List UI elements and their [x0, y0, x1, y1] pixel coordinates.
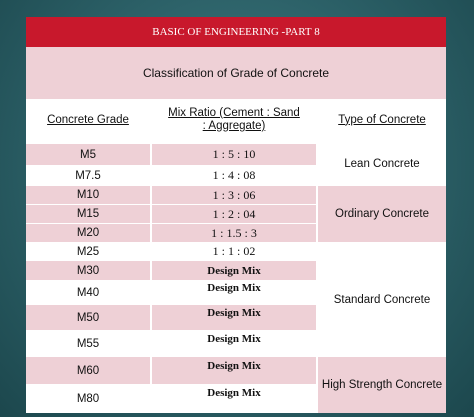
mix-ratio-cell: Design Mix — [152, 304, 316, 330]
type-cell-ordinary: Ordinary Concrete — [318, 185, 446, 242]
grade-cell: M60 — [26, 356, 150, 384]
mix-ratio-cell: Design Mix — [152, 330, 316, 356]
column-divider — [316, 141, 318, 413]
header-type-of-concrete: Type of Concrete — [318, 99, 446, 141]
grade-cell: M15 — [26, 204, 150, 223]
mix-ratio-cell: Design Mix — [152, 356, 316, 384]
concrete-grade-table: BASIC OF ENGINEERING -PART 8 Classificat… — [26, 17, 446, 413]
type-cell-lean: Lean Concrete — [318, 141, 446, 185]
grade-cell: M20 — [26, 223, 150, 242]
grade-cell: M30 — [26, 260, 150, 280]
type-label: Ordinary Concrete — [335, 208, 429, 220]
header-concrete-grade-label: Concrete Grade — [47, 113, 129, 126]
mix-ratio-cell: 1 : 1.5 : 3 — [152, 223, 316, 242]
grade-cell: M55 — [26, 330, 150, 356]
type-label: High Strength Concrete — [321, 379, 443, 391]
grade-cell: M10 — [26, 185, 150, 204]
grade-cell: M7.5 — [26, 165, 150, 185]
mix-ratio-cell: 1 : 1 : 02 — [152, 242, 316, 260]
type-label: Standard Concrete — [333, 293, 431, 306]
grade-cell: M50 — [26, 304, 150, 330]
header-type-label: Type of Concrete — [338, 113, 426, 126]
type-cell-high-strength: High Strength Concrete — [318, 356, 446, 413]
grade-cell: M80 — [26, 384, 150, 413]
mix-ratio-cell: 1 : 2 : 04 — [152, 204, 316, 223]
mix-ratio-cell: Design Mix — [152, 260, 316, 280]
header-concrete-grade: Concrete Grade — [26, 99, 150, 141]
mix-ratio-cell: Design Mix — [152, 384, 316, 413]
header-mix-ratio-line2: : Aggregate) — [202, 120, 266, 132]
type-cell-standard: Standard Concrete — [318, 242, 446, 356]
header-mix-ratio-line1: Mix Ratio (Cement : Sand — [168, 107, 300, 119]
column-divider — [150, 141, 152, 413]
grade-cell: M25 — [26, 242, 150, 260]
mix-ratio-cell: 1 : 3 : 06 — [152, 185, 316, 204]
grade-cell: M40 — [26, 280, 150, 304]
header-mix-ratio: Mix Ratio (Cement : Sand : Aggregate) — [152, 99, 316, 141]
type-label: Lean Concrete — [344, 157, 420, 170]
page-title: BASIC OF ENGINEERING -PART 8 — [26, 17, 446, 47]
mix-ratio-cell: 1 : 4 : 08 — [152, 165, 316, 185]
mix-ratio-cell: Design Mix — [152, 280, 316, 304]
table-subtitle: Classification of Grade of Concrete — [26, 47, 446, 101]
grade-cell: M5 — [26, 143, 150, 165]
mix-ratio-cell: 1 : 5 : 10 — [152, 143, 316, 165]
